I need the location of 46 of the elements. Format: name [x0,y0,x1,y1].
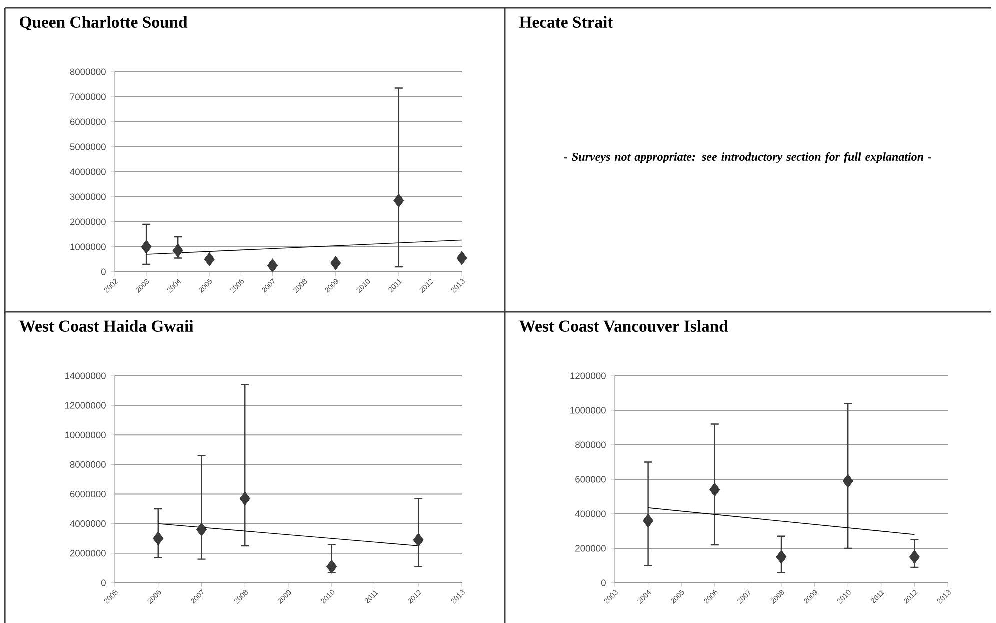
point [153,532,164,546]
chart-title: West Coast Haida Gwaii [20,320,194,332]
point [909,550,920,564]
y-tick-label: 0 [601,580,606,586]
y-tick-label: 7000000 [70,94,106,100]
y-tick-label: 600000 [576,476,606,483]
y-tick-label: 2000000 [70,550,106,557]
point [643,514,654,528]
point [141,240,152,254]
y-tick-label: 0 [101,268,106,276]
y-tick-label: 4000000 [70,168,106,176]
point [326,560,338,574]
y-tick-label: 6000000 [70,490,106,498]
y-tick-label: 6000000 [70,118,106,126]
point [413,533,424,548]
y-tick-label: 2000000 [70,218,106,226]
y-tick-label: 8000000 [70,461,106,468]
point [710,482,720,497]
y-tick-label: 3000000 [70,194,106,200]
y-tick-label: 1000000 [70,244,106,250]
point [330,256,342,270]
text: - Surveys not appropriate: see introductory section for full explanation - [564,152,932,164]
point [842,474,854,488]
point [456,251,468,266]
y-tick-label: 200000 [576,545,606,552]
point [172,244,184,258]
y-tick-label: 0 [101,580,106,586]
chart-title: Queen Charlotte Sound [20,16,188,31]
y-tick-label: 14000000 [65,372,106,380]
y-tick-label: 1000000 [570,407,606,414]
point [240,492,250,506]
y-tick-label: 10000000 [65,432,106,438]
point [196,522,208,537]
y-tick-label: 4000000 [70,520,106,528]
point [267,258,278,273]
y-tick-label: 5000000 [70,144,106,150]
y-tick-label: 8000000 [70,68,106,76]
y-tick-label: 1200000 [570,372,606,380]
y-tick-label: 800000 [576,442,606,448]
y-tick-label: 12000000 [65,402,106,409]
chart-title: West Coast Vancouver Island [520,320,728,332]
point [776,550,787,564]
text: Hecate Strait [520,16,614,28]
point [394,194,404,208]
y-tick-label: 400000 [575,510,606,518]
point [204,252,215,266]
